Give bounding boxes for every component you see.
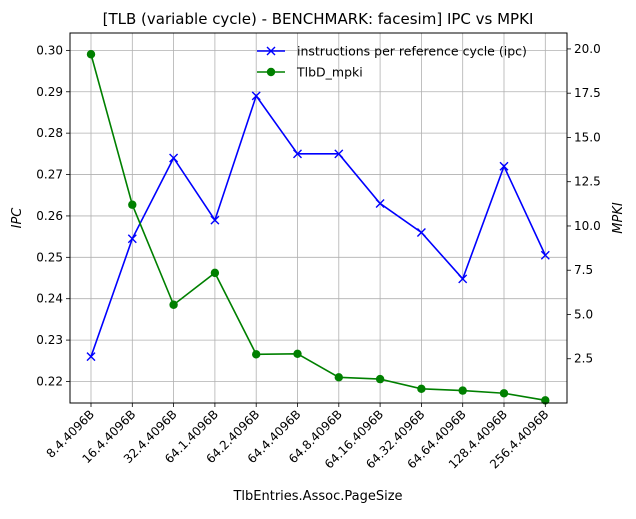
x-marker-stroke	[251, 91, 261, 101]
y-tick-label-left: 0.29	[36, 85, 63, 99]
axis-layer: 8.4.4096B16.4.4096B32.4.4096B64.1.4096B6…	[36, 42, 600, 472]
y-tick-label-right: 5.0	[574, 307, 593, 321]
x-marker-stroke	[416, 227, 426, 237]
x-marker-stroke	[540, 250, 550, 260]
data-point-circle	[499, 389, 509, 398]
x-marker-stroke	[334, 149, 344, 159]
data-point-circle	[375, 374, 385, 384]
grid-layer	[70, 33, 567, 403]
y-tick-label-right: 12.5	[574, 175, 601, 189]
data-point-x-marker	[540, 250, 550, 260]
y-axis-label-left: IPC	[10, 207, 25, 229]
data-point-circle	[210, 268, 220, 278]
x-marker-stroke	[127, 234, 137, 244]
data-point-x-marker	[458, 274, 468, 284]
series-layer	[86, 50, 550, 405]
data-point-x-marker	[293, 149, 302, 159]
plot-frame	[69, 32, 568, 404]
data-point-circle	[128, 200, 137, 209]
y-tick-label-right: 10.0	[574, 219, 601, 233]
data-point-x-marker	[416, 227, 426, 237]
legend-label: TlbD_mpki	[296, 65, 363, 80]
y-tick-label-right: 17.5	[574, 86, 601, 100]
series-line	[90, 54, 546, 402]
legend-x-marker	[266, 46, 276, 56]
data-point-circle	[417, 384, 426, 394]
series-2	[86, 50, 550, 405]
data-point-circle	[293, 349, 302, 358]
data-point-circle	[541, 396, 550, 405]
y-tick-label-right: 20.0	[574, 42, 601, 56]
legend: instructions per reference cycle (ipc) Tl…	[257, 44, 527, 80]
data-point-x-marker	[86, 352, 96, 362]
x-marker-stroke	[458, 274, 468, 284]
legend-label: instructions per reference cycle (ipc)	[297, 44, 527, 59]
chart-title: [TLB (variable cycle) - BENCHMARK: faces…	[103, 10, 534, 28]
y-axis-label-right: MPKI	[611, 202, 626, 234]
x-marker-stroke	[499, 161, 509, 171]
series-line	[90, 94, 547, 357]
y-tick-label-left: 0.30	[36, 43, 63, 57]
x-marker-stroke	[375, 199, 385, 209]
data-point-circle	[334, 373, 343, 382]
data-point-x-marker	[169, 153, 179, 163]
series-1	[86, 91, 550, 362]
data-point-x-marker	[499, 161, 509, 171]
y-tick-label-left: 0.28	[36, 126, 63, 140]
y-tick-label-right: 15.0	[574, 130, 601, 144]
data-point-circle	[252, 350, 261, 359]
y-tick-label-left: 0.22	[36, 374, 63, 388]
data-point-x-marker	[210, 215, 220, 225]
x-marker-stroke	[210, 215, 220, 225]
x-marker-stroke	[169, 153, 179, 163]
data-point-circle	[86, 50, 96, 59]
y-tick-label-left: 0.26	[36, 209, 63, 223]
y-tick-label-left: 0.25	[36, 250, 63, 264]
x-marker-stroke	[86, 352, 96, 362]
y-tick-label-right: 2.5	[574, 352, 593, 366]
y-tick-label-left: 0.24	[36, 292, 63, 306]
data-point-x-marker	[127, 234, 137, 244]
data-point-x-marker	[251, 91, 261, 101]
data-point-x-marker	[334, 149, 344, 159]
x-marker-stroke	[293, 149, 302, 159]
y-tick-label-right: 7.5	[574, 263, 593, 277]
data-point-circle	[458, 386, 467, 395]
x-axis-label: TlbEntries.Assoc.PageSize	[232, 489, 402, 504]
y-tick-label-left: 0.27	[36, 168, 63, 182]
legend-circle-marker	[266, 67, 276, 77]
data-point-x-marker	[375, 199, 385, 209]
y-tick-label-left: 0.23	[36, 333, 63, 347]
data-point-circle	[169, 300, 178, 309]
